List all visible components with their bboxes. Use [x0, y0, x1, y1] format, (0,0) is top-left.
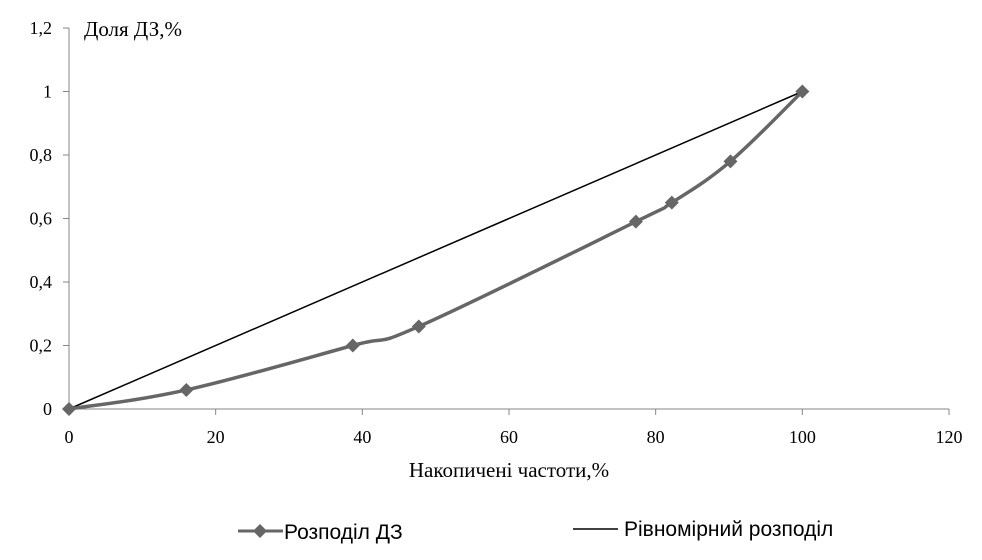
x-tick-label: 80	[647, 427, 665, 447]
data-point	[62, 402, 76, 416]
x-tick-label: 20	[207, 427, 225, 447]
x-tick-label: 60	[500, 427, 518, 447]
series-line-1	[68, 90, 804, 411]
x-tick-label: 40	[353, 427, 371, 447]
y-tick-label: 1,2	[30, 18, 53, 38]
x-tick-label: 0	[65, 427, 74, 447]
x-ticks: 0 20 40 60 80 100 120	[65, 409, 963, 447]
x-tick-label: 100	[789, 427, 816, 447]
y-tick-label: 0,8	[30, 145, 53, 165]
data-point	[664, 195, 679, 210]
x-tick-label: 120	[936, 427, 963, 447]
x-axis-title: Накопичені частоти,%	[409, 458, 609, 482]
data-point	[345, 338, 360, 353]
data-point	[628, 214, 643, 229]
legend: Розподіл ДЗ Рівномірний розподіл	[238, 518, 833, 544]
y-tick-label: 0,2	[30, 336, 53, 356]
legend-marker-series-1	[253, 524, 267, 538]
legend-item-series-2: Рівномірний розподіл	[573, 518, 833, 541]
legend-item-series-1: Розподіл ДЗ	[238, 521, 403, 544]
series-line-2	[68, 90, 803, 410]
data-point	[179, 382, 194, 397]
legend-label-series-1: Розподіл ДЗ	[284, 521, 403, 544]
data-point	[795, 84, 810, 99]
y-tick-label: 1	[43, 82, 52, 102]
y-tick-label: 0	[43, 399, 52, 419]
series-layer	[62, 84, 810, 416]
y-tick-label: 0,4	[30, 272, 53, 292]
data-point	[723, 154, 738, 169]
y-axis-title: Доля ДЗ,%	[84, 17, 182, 41]
y-tick-label: 0,6	[30, 209, 53, 229]
y-ticks: 0 0,2 0,4 0,6 0,8 1 1,2	[30, 18, 69, 419]
legend-label-series-2: Рівномірний розподіл	[624, 518, 833, 541]
data-point	[411, 319, 426, 334]
